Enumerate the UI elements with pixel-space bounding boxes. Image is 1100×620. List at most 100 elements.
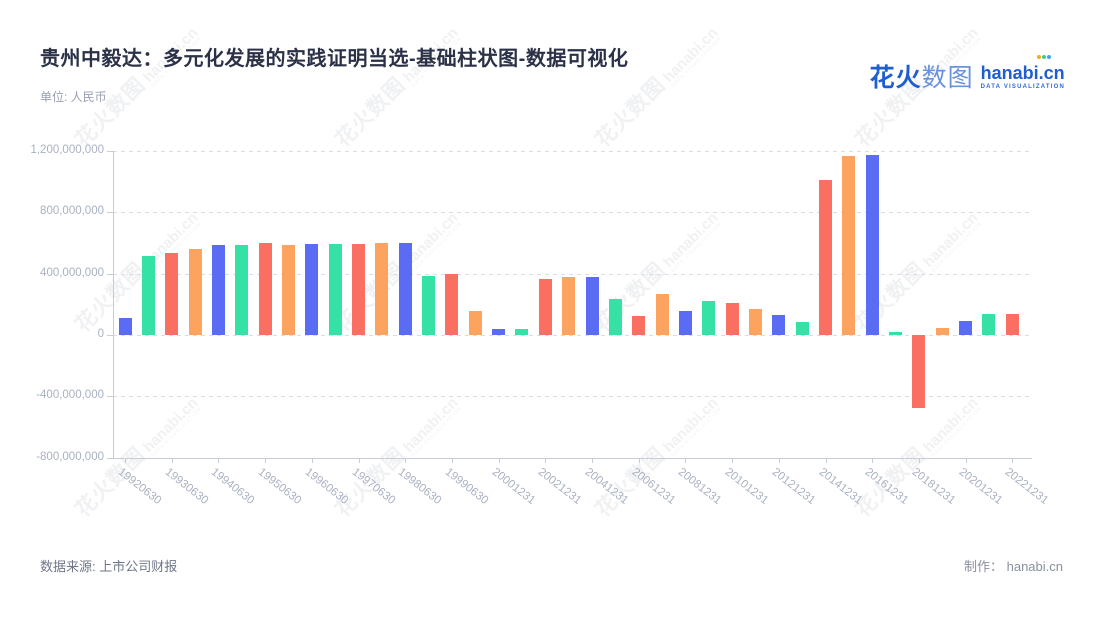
bar [935, 328, 949, 335]
y-axis-tick [107, 396, 113, 398]
y-axis-tick [107, 212, 113, 214]
bar [445, 274, 459, 335]
x-axis-tick-label: 19990630 [442, 465, 491, 507]
logo-cjk-light: 数图 [921, 64, 974, 92]
gridline [113, 335, 1032, 336]
x-axis-tick [451, 457, 453, 463]
x-axis-tick [918, 457, 920, 463]
y-axis-tick-label: 0 [97, 328, 104, 340]
x-axis-tick [358, 457, 360, 463]
page-title: 贵州中毅达：多元化发展的实践证明当选-基础柱状图-数据可视化 [40, 48, 629, 70]
bar [1005, 313, 1019, 335]
logo-domain: hanabi.cn [980, 63, 1065, 83]
x-axis-tick-label: 19970630 [349, 465, 397, 507]
bar [865, 154, 879, 335]
x-axis-tick [125, 457, 126, 463]
bar [889, 332, 903, 335]
bar [492, 329, 506, 335]
x-axis-tick [1012, 457, 1014, 463]
x-axis-tick [405, 457, 407, 463]
x-axis-tick-label: 19940630 [209, 465, 257, 507]
bar [842, 156, 856, 335]
bar [281, 244, 295, 335]
data-source-note: 数据来源: 上市公司财报 [40, 559, 178, 574]
x-axis-tick [265, 457, 267, 463]
bar [141, 256, 155, 335]
y-axis-tick-label: 400,000,000 [40, 266, 104, 279]
bar [538, 279, 552, 335]
x-axis-tick-label: 20161231 [862, 465, 911, 507]
bar [352, 243, 365, 335]
x-axis-tick [685, 457, 687, 463]
x-axis-tick [171, 457, 173, 463]
gridline [113, 273, 1032, 275]
bar [398, 243, 412, 335]
x-axis-tick-label: 20141231 [816, 465, 864, 507]
bar [235, 244, 249, 335]
hanabi-logo: 花火 数图 hanabi.cn DATA VISUALIZATION [869, 55, 1065, 94]
gridline [113, 396, 1032, 398]
x-axis-tick-label: 20201231 [956, 465, 1004, 507]
x-axis-tick [965, 457, 967, 463]
bar [982, 314, 996, 335]
credit-note: 制作： hanabi.cn [964, 559, 1063, 574]
bar [608, 298, 622, 335]
logo-domain-block: hanabi.cn DATA VISUALIZATION [980, 55, 1065, 90]
bar [678, 310, 692, 335]
y-axis-line [113, 151, 114, 459]
y-axis-tick [107, 335, 113, 336]
bar [165, 253, 179, 335]
bar [772, 315, 786, 335]
x-axis-tick [778, 457, 780, 463]
x-axis-tick-label: 19980630 [395, 465, 444, 507]
x-axis-tick-label: 20061231 [629, 465, 678, 507]
x-axis-tick-label: 20001231 [489, 465, 537, 507]
x-axis-tick-label: 19950630 [255, 465, 304, 507]
y-axis-tick [107, 273, 113, 275]
x-axis-tick-label: 20041231 [582, 465, 631, 507]
gridline [113, 212, 1032, 214]
y-axis-tick-label: -800,000,000 [36, 450, 104, 463]
bar [632, 315, 646, 335]
bar [585, 277, 599, 335]
x-axis-tick-label: 20181231 [909, 465, 958, 507]
bar [515, 329, 529, 335]
x-axis-tick-label: 19960630 [302, 465, 351, 507]
x-axis-tick-label: 20081231 [676, 465, 724, 507]
bar [562, 276, 576, 335]
x-axis-tick [498, 457, 500, 463]
bar [702, 301, 716, 335]
x-axis-line [113, 457, 1032, 459]
x-axis-tick [732, 457, 734, 463]
x-axis-tick [825, 457, 827, 463]
x-axis-tick [592, 457, 593, 463]
bar [328, 243, 342, 335]
bar [959, 321, 973, 335]
bar [422, 275, 436, 335]
x-axis-tick [218, 457, 220, 463]
x-axis-tick-label: 19920630 [115, 465, 164, 507]
x-axis-tick [311, 457, 313, 463]
bar [188, 249, 202, 335]
x-axis-tick-label: 19930630 [162, 465, 211, 507]
logo-cjk-strong: 花火 [869, 64, 922, 92]
bar [468, 311, 482, 335]
bar [655, 294, 669, 335]
y-axis-tick [107, 457, 113, 459]
bar [305, 243, 319, 335]
bar [795, 322, 809, 335]
y-axis-tick-label: -400,000,000 [36, 389, 104, 402]
x-axis-tick-label: 20121231 [769, 465, 818, 507]
x-axis-tick [545, 457, 547, 463]
bar [211, 245, 225, 335]
bar [912, 335, 926, 408]
x-axis-tick-label: 20101231 [722, 465, 771, 507]
y-axis-tick-label: 1,200,000,000 [30, 144, 104, 157]
x-axis-tick [638, 457, 640, 463]
x-axis-tick-label: 20021231 [535, 465, 584, 507]
y-axis-tick-label: 800,000,000 [40, 205, 104, 218]
unit-label: 单位: 人民币 [40, 90, 107, 104]
bar [748, 309, 762, 335]
